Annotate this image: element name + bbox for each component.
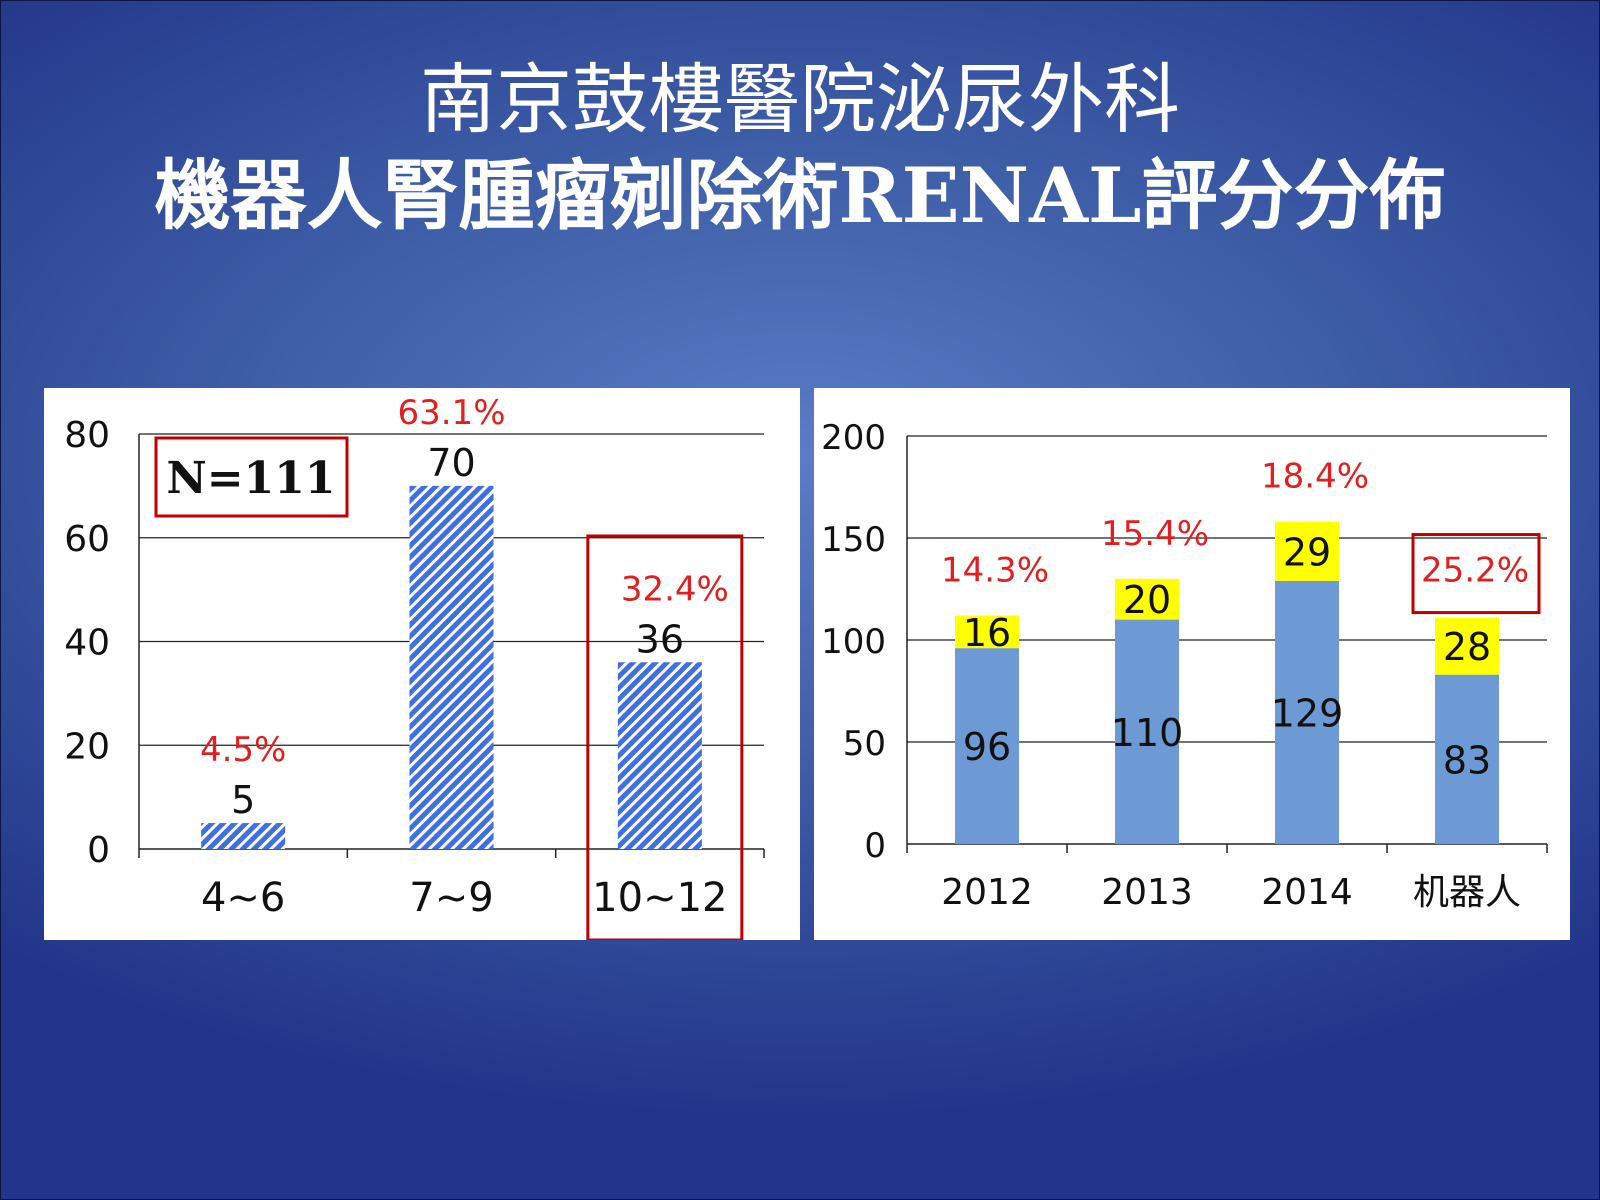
y-tick-label: 50 — [843, 724, 886, 764]
y-tick-label: 0 — [87, 830, 110, 871]
renal-score-distribution-panel: 0 20 40 60 80 5 4.5% 4~6 70 63.1% 7~9 36 32.4% 10~12 N… — [44, 388, 800, 940]
bar-segment-upper — [955, 615, 1019, 649]
bar-segment-upper — [1115, 578, 1179, 620]
bar-segment-lower — [1275, 580, 1339, 844]
lower-value-label: 110 — [1111, 711, 1184, 755]
y-tick-label: 100 — [821, 622, 886, 662]
lower-value-label: 129 — [1271, 691, 1344, 735]
lower-value-label: 83 — [1443, 738, 1491, 782]
y-tick-label: 0 — [864, 826, 886, 866]
bar-segment-lower — [955, 648, 1019, 844]
upper-value-label: 29 — [1283, 530, 1331, 574]
percent-label: 25.2% — [1421, 551, 1529, 591]
x-category-label: 2012 — [941, 872, 1033, 913]
percent-label: 18.4% — [1261, 457, 1369, 497]
renal-score-bar-chart: 0 20 40 60 80 5 4.5% 4~6 70 63.1% 7~9 36 32.4% 10~12 N… — [64, 393, 765, 940]
y-tick-label: 200 — [821, 418, 886, 458]
yearly-stacked-bar-chart: 0 50 100 150 200 96 16 14.3% 2012 110 20 15.4% 2013 1… — [821, 418, 1548, 913]
x-category-label: 机器人 — [1413, 872, 1521, 913]
yearly-stacked-bar-panel: 0 50 100 150 200 96 16 14.3% 2012 110 20 15.4% 2013 1… — [814, 388, 1570, 940]
upper-value-label: 16 — [963, 611, 1011, 655]
bar-value-label: 5 — [231, 778, 255, 822]
x-category-label: 7~9 — [409, 875, 493, 921]
bar — [201, 823, 286, 849]
lower-value-label: 96 — [963, 725, 1011, 769]
upper-value-label: 20 — [1123, 578, 1171, 622]
bar-segment-upper — [1435, 617, 1499, 675]
sample-size-label: N=111 — [167, 453, 336, 504]
highlight-box — [1411, 533, 1541, 615]
x-category-label: 2014 — [1261, 872, 1353, 913]
slide-title-line1: 南京鼓樓醫院泌尿外科 — [420, 55, 1180, 144]
bar-segment-lower — [1115, 619, 1179, 844]
bar — [409, 485, 494, 849]
y-tick-label: 60 — [64, 519, 110, 560]
sample-size-box — [154, 436, 349, 518]
bar-segment-lower — [1435, 674, 1499, 844]
bar — [617, 662, 702, 849]
percent-label: 63.1% — [397, 393, 505, 433]
percent-label: 15.4% — [1101, 514, 1209, 554]
bar-value-label: 70 — [427, 441, 475, 485]
percent-label: 4.5% — [200, 730, 286, 770]
y-tick-label: 40 — [64, 623, 110, 664]
y-tick-label: 20 — [64, 726, 110, 767]
x-category-label: 2013 — [1101, 872, 1193, 913]
x-category-label: 4~6 — [201, 875, 285, 921]
percent-label: 14.3% — [941, 551, 1049, 591]
percent-label: 32.4% — [621, 569, 729, 609]
slide-title-line2: 機器人腎腫瘤剜除術RENAL評分分佈 — [154, 151, 1446, 240]
y-tick-label: 80 — [64, 415, 110, 456]
bar-value-label: 36 — [636, 617, 684, 661]
upper-value-label: 28 — [1443, 625, 1491, 669]
y-tick-label: 150 — [821, 520, 886, 560]
bar-segment-upper — [1275, 521, 1339, 581]
highlight-box — [586, 534, 744, 940]
x-category-label: 10~12 — [592, 875, 727, 921]
